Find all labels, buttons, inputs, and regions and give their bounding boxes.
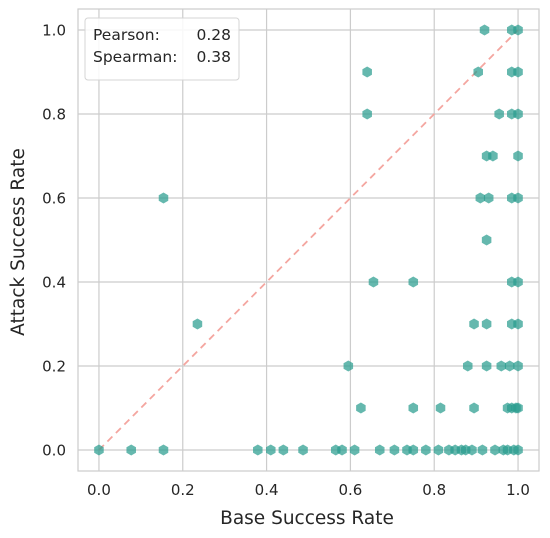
y-tick-label: 0.8 bbox=[42, 106, 66, 124]
data-point bbox=[481, 234, 492, 246]
data-point bbox=[298, 444, 308, 456]
data-point bbox=[408, 276, 419, 288]
x-tick-label: 0.8 bbox=[422, 481, 446, 499]
data-point bbox=[513, 150, 523, 162]
data-point bbox=[469, 318, 479, 330]
data-point bbox=[158, 192, 169, 204]
data-point bbox=[513, 192, 523, 204]
data-point bbox=[513, 276, 523, 288]
data-point bbox=[435, 402, 446, 414]
data-point bbox=[368, 276, 379, 288]
data-point bbox=[158, 444, 169, 456]
data-point bbox=[513, 24, 523, 36]
data-point bbox=[481, 318, 492, 330]
data-point bbox=[126, 444, 136, 456]
data-point bbox=[362, 66, 372, 78]
y-tick-label: 0.6 bbox=[42, 190, 66, 208]
data-point bbox=[408, 444, 419, 456]
x-tick-label: 0.6 bbox=[338, 481, 362, 499]
data-point bbox=[192, 318, 203, 330]
data-point bbox=[266, 444, 276, 456]
data-point bbox=[362, 108, 372, 120]
identity-diagonal-line bbox=[98, 29, 519, 451]
correlation-legend: Pearson: 0.28 Spearman: 0.38 bbox=[84, 17, 240, 81]
y-tick-label: 0.0 bbox=[42, 442, 66, 460]
data-point bbox=[513, 402, 523, 414]
y-tick-label: 0.4 bbox=[42, 274, 66, 292]
data-point bbox=[494, 108, 504, 120]
data-point bbox=[488, 150, 498, 162]
x-tick-label: 0.0 bbox=[87, 481, 111, 499]
data-point bbox=[477, 444, 488, 456]
data-point bbox=[469, 402, 479, 414]
plot-frame bbox=[77, 8, 540, 472]
x-tick-label: 0.4 bbox=[255, 481, 279, 499]
data-point bbox=[475, 192, 486, 204]
data-point bbox=[94, 444, 104, 456]
data-point bbox=[481, 360, 492, 372]
data-point bbox=[513, 108, 523, 120]
x-tick-label: 1.0 bbox=[506, 481, 530, 499]
data-point bbox=[356, 402, 366, 414]
data-point bbox=[433, 444, 444, 456]
data-point bbox=[337, 444, 347, 456]
data-point bbox=[278, 444, 289, 456]
y-tick-label: 0.2 bbox=[42, 358, 66, 376]
data-point bbox=[408, 402, 419, 414]
data-point bbox=[374, 444, 385, 456]
data-point bbox=[349, 444, 360, 456]
data-point bbox=[513, 360, 523, 372]
data-point bbox=[253, 444, 263, 456]
data-points bbox=[94, 24, 523, 456]
data-point bbox=[504, 360, 515, 372]
spearman-value: 0.38 bbox=[196, 48, 231, 66]
data-point bbox=[513, 444, 523, 456]
y-tick-label: 1.0 bbox=[42, 22, 66, 40]
tick-labels: 0.0 0.2 0.4 0.6 0.8 1.0 0.0 0.2 0.4 0.6 0.8 1.0 bbox=[42, 22, 530, 500]
pearson-value: 0.28 bbox=[196, 26, 231, 44]
data-point bbox=[462, 360, 473, 372]
data-point bbox=[490, 444, 500, 456]
y-axis-label: Attack Success Rate bbox=[8, 148, 29, 336]
x-axis-label: Base Success Rate bbox=[220, 508, 394, 529]
pearson-label: Pearson: bbox=[93, 26, 160, 44]
data-point bbox=[479, 24, 490, 36]
data-point bbox=[496, 360, 507, 372]
data-point bbox=[421, 444, 431, 456]
data-point bbox=[343, 360, 354, 372]
data-point bbox=[467, 444, 477, 456]
data-point bbox=[483, 192, 494, 204]
data-point bbox=[513, 318, 523, 330]
spearman-label: Spearman: bbox=[93, 48, 177, 66]
legend-box bbox=[84, 17, 240, 81]
data-point bbox=[513, 66, 523, 78]
x-tick-label: 0.2 bbox=[171, 481, 195, 499]
data-point bbox=[473, 66, 483, 78]
data-point bbox=[389, 444, 400, 456]
